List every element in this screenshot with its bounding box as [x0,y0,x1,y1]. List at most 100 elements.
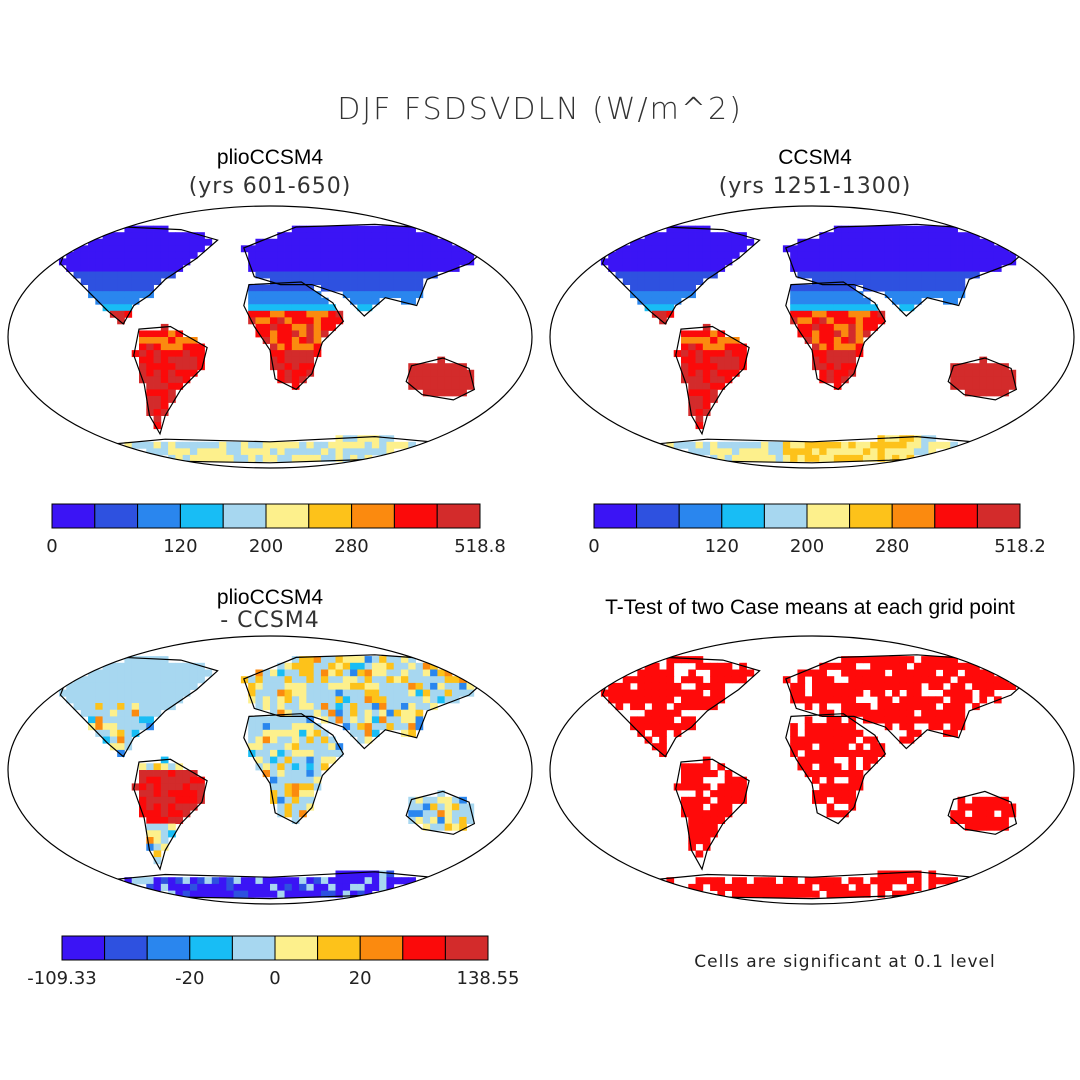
grid-cell [444,382,453,390]
grid-cell [986,238,995,246]
panel2-subtitle: (yrs 1251-1300) [718,174,912,199]
grid-cell [710,682,718,690]
colorbar-tick-label: 0 [46,536,57,557]
grid-cell [320,656,329,664]
grid-cell [451,382,460,390]
grid-cell [877,676,886,684]
grid-cell [422,264,431,272]
grid-cell [328,271,336,279]
grid-cell [666,291,675,299]
grid-cell [862,251,871,259]
grid-cell [270,337,278,344]
grid-cell [386,441,395,449]
grid-cell [415,232,424,240]
grid-cell [415,676,424,684]
grid-cell [466,251,475,259]
grid-cell [401,696,409,704]
grid-cell [299,662,307,670]
grid-cell [124,258,133,266]
grid-cell [277,258,285,266]
grid-cell [197,776,205,784]
grid-cell [291,816,300,824]
grid-cell [255,877,264,885]
grid-cell [386,448,395,456]
grid-cell [943,703,951,711]
grid-cell [466,682,475,690]
colorbar-box [436,503,481,529]
grid-cell [255,271,264,279]
grid-cell [335,284,344,292]
grid-cell [710,790,718,798]
grid-cell [350,435,358,443]
grid-cell [422,810,431,818]
grid-cell [812,310,820,318]
grid-cell [826,297,835,305]
grid-cell [841,810,849,818]
grid-cell [870,743,878,751]
grid-cell [950,709,958,717]
grid-cell [892,890,900,898]
grid-cell [313,323,322,331]
grid-cell [306,251,315,259]
grid-cell [913,284,922,292]
grid-cell [928,441,937,449]
grid-cell [335,264,344,272]
grid-cell [291,776,300,784]
grid-cell [182,877,191,885]
grid-cell [335,225,344,233]
grid-cell [681,796,689,804]
grid-cell [884,682,893,690]
grid-cell [943,441,951,449]
grid-cell [168,830,176,838]
grid-cell [659,743,667,751]
grid-cell [833,890,842,898]
grid-cell [139,238,147,246]
grid-cell [430,669,438,677]
grid-cell [848,258,857,266]
grid-cell [182,363,191,371]
panel1-frame [7,205,533,469]
grid-cell [211,441,220,449]
grid-cell [175,776,184,784]
grid-cell [422,669,431,677]
grid-cell [357,669,366,677]
grid-cell [993,376,1002,384]
grid-cell [444,238,453,246]
grid-cell [717,810,726,818]
grid-cell [160,337,169,344]
grid-cell [979,682,988,690]
grid-cell [833,441,842,449]
grid-cell [812,350,820,358]
grid-cell [892,877,900,885]
grid-cell [415,803,424,811]
grid-cell [451,689,460,697]
grid-cell [695,363,704,371]
grid-cell [702,409,711,416]
grid-cell [139,709,147,717]
grid-cell [335,682,344,690]
grid-cell [401,278,409,285]
grid-cell [870,441,878,449]
grid-cell [717,783,726,791]
grid-cell [299,356,307,364]
grid-cell [790,304,798,312]
grid-cell [695,343,704,351]
grid-cell [877,454,886,462]
grid-cell [841,669,849,677]
grid-cell [160,689,169,697]
grid-cell [371,271,380,279]
grid-cell [270,350,278,358]
grid-cell [451,810,460,818]
grid-cell [306,776,315,784]
grid-cell [702,823,711,831]
grid-cell [350,225,358,233]
grid-cell [819,337,827,344]
grid-cell [688,278,696,285]
grid-cell [688,676,696,684]
grid-cell [673,441,682,449]
grid-cell [826,776,835,784]
grid-cell [921,258,929,266]
grid-cell [160,669,169,677]
grid-cell [277,291,285,299]
grid-cell [717,382,726,390]
